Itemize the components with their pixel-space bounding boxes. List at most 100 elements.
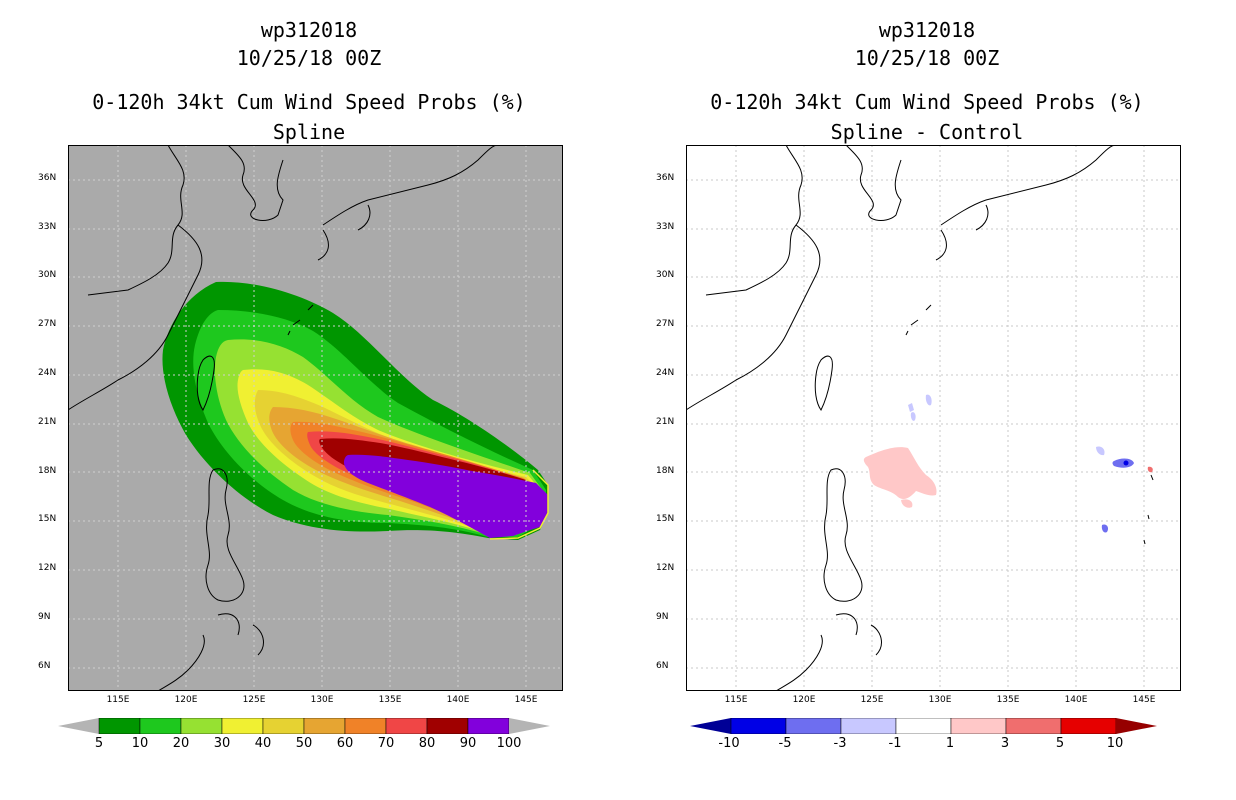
lat-label: 21N — [38, 417, 57, 427]
lat-label: 30N — [38, 270, 57, 280]
japan-islands — [935, 145, 1117, 261]
colorbar-label: 40 — [254, 736, 272, 751]
lat-label: 24N — [38, 368, 57, 378]
lat-label: 12N — [38, 563, 57, 573]
diff-negative-blob — [1101, 524, 1109, 533]
map-background — [686, 145, 1181, 691]
colorbar-swatch — [1060, 718, 1117, 734]
colorbar-label: 50 — [295, 736, 313, 751]
diff-positive-blob — [863, 447, 937, 500]
colorbar-label: 70 — [377, 736, 395, 751]
colorbar-swatch — [840, 718, 897, 734]
diff-negative-core — [1123, 460, 1129, 466]
lon-label: 130E — [310, 695, 334, 705]
colorbar-label: 30 — [213, 736, 231, 751]
lon-label: 135E — [996, 695, 1020, 705]
method-label: Spline - Control — [830, 120, 1024, 144]
lat-label: 21N — [656, 417, 675, 427]
colorbar-swatch — [221, 718, 264, 734]
colorbar-swatch — [303, 718, 346, 734]
lat-label: 18N — [656, 466, 675, 476]
luzon-island — [823, 468, 863, 602]
storm-id: wp312018 — [878, 18, 976, 42]
diff-positive-blob — [901, 499, 913, 508]
lat-label: 12N — [656, 563, 675, 573]
method-label: Spline — [272, 120, 346, 144]
colorbar-label: 100 — [496, 736, 522, 751]
colorbar-swatch — [344, 718, 387, 734]
colorbar-end-low — [58, 718, 99, 734]
lat-label: 27N — [656, 319, 675, 329]
colorbar-swatch — [98, 718, 141, 734]
colorbar-swatch — [730, 718, 787, 734]
colorbar-label: 1 — [945, 736, 955, 751]
lat-label: 15N — [38, 514, 57, 524]
lat-label: 30N — [656, 270, 675, 280]
colorbar-swatch — [1005, 718, 1062, 734]
colorbar-label: 3 — [1000, 736, 1010, 751]
grid-lines — [68, 145, 563, 691]
colorbar-label: 10 — [1106, 736, 1124, 751]
colorbar-end-high — [509, 718, 550, 734]
colorbar-swatch — [385, 718, 428, 734]
init-time: 10/25/18 00Z — [236, 46, 382, 70]
lon-label: 145E — [514, 695, 538, 705]
luzon-island — [205, 468, 245, 602]
lat-label: 27N — [38, 319, 57, 329]
colorbar-label: -1 — [888, 736, 902, 751]
colorbar-right — [690, 718, 1157, 734]
colorbar-label: 10 — [131, 736, 149, 751]
japan-islands — [317, 145, 499, 261]
colorbar-swatch — [139, 718, 182, 734]
visayas-islands — [157, 613, 264, 691]
lon-label: 145E — [1132, 695, 1156, 705]
colorbar-label: -3 — [833, 736, 847, 751]
visayas-islands — [775, 613, 882, 691]
china-coast — [686, 145, 821, 411]
colorbar-label: 60 — [336, 736, 354, 751]
colorbar-label: -10 — [718, 736, 740, 751]
left-panel: wp312018 10/25/18 00Z 0-120h 34kt Cum Wi… — [38, 18, 563, 751]
init-time: 10/25/18 00Z — [854, 46, 1000, 70]
lat-label: 33N — [656, 222, 675, 232]
marianas-islands — [1143, 474, 1154, 545]
lon-label: 125E — [860, 695, 884, 705]
storm-id: wp312018 — [260, 18, 358, 42]
lon-label: 140E — [446, 695, 470, 705]
map-frame — [68, 145, 563, 691]
colorbar-swatch — [895, 718, 952, 734]
lat-label: 24N — [656, 368, 675, 378]
colorbar-label: 5 — [1055, 736, 1065, 751]
lat-label: 36N — [656, 173, 675, 183]
product-title: 0-120h 34kt Cum Wind Speed Probs (%) — [92, 90, 526, 114]
lat-label: 6N — [38, 661, 51, 671]
coastlines — [686, 145, 1154, 691]
coastlines — [68, 145, 499, 691]
china-coast — [68, 145, 203, 411]
lon-label: 125E — [242, 695, 266, 705]
colorbar-label: 20 — [172, 736, 190, 751]
map-frame — [686, 145, 1181, 691]
lon-label: 120E — [174, 695, 198, 705]
colorbar-swatch — [950, 718, 1007, 734]
difference-blobs — [863, 394, 1153, 533]
difference-map — [686, 145, 1181, 691]
lon-label: 115E — [724, 695, 748, 705]
diff-negative-blob — [925, 394, 932, 406]
lat-label: 36N — [38, 173, 57, 183]
colorbar-label: 90 — [459, 736, 477, 751]
diff-negative-blob — [910, 412, 916, 421]
taiwan-island — [196, 355, 215, 411]
diff-negative-blob — [908, 403, 914, 412]
product-title: 0-120h 34kt Cum Wind Speed Probs (%) — [710, 90, 1144, 114]
lon-label: 115E — [106, 695, 130, 705]
colorbar-swatch — [262, 718, 305, 734]
diff-negative-blob — [1112, 458, 1134, 468]
diff-positive-blob — [1147, 466, 1153, 473]
lon-label: 120E — [792, 695, 816, 705]
colorbar-label: -5 — [778, 736, 792, 751]
colorbar-left — [58, 718, 550, 734]
lat-label: 6N — [656, 661, 669, 671]
ryukyu-islands — [905, 304, 932, 336]
lat-label: 33N — [38, 222, 57, 232]
